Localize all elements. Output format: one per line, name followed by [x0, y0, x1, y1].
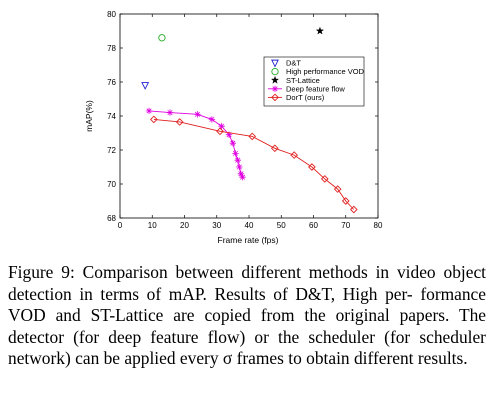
- data-point: [239, 174, 246, 181]
- data-point: [208, 116, 216, 123]
- legend-entry: ST-Lattice: [270, 75, 320, 85]
- x-tick-label: 60: [309, 221, 318, 230]
- data-point: [234, 157, 241, 164]
- series-dort-ours-: [150, 115, 358, 214]
- caption-line: formance VOD and ST-Lattice are copied f…: [8, 283, 486, 326]
- y-tick-label: 80: [107, 10, 116, 19]
- data-point: [145, 107, 153, 115]
- y-tick-label: 74: [107, 112, 116, 121]
- data-point: [237, 170, 245, 177]
- legend-entry: Deep feature flow: [268, 84, 345, 93]
- data-point: [320, 175, 329, 183]
- series-d-t: [141, 82, 150, 90]
- x-tick-label: 70: [341, 221, 350, 230]
- legend-marker: [270, 75, 280, 84]
- legend-marker: [271, 59, 279, 68]
- caption-line: Figure 9: Comparison between different m…: [8, 262, 436, 282]
- legend-entry: High performance VOD: [271, 67, 365, 76]
- legend-marker: [271, 67, 279, 76]
- data-point: [236, 163, 243, 171]
- legend-label: High performance VOD: [286, 67, 365, 76]
- data-point: [218, 123, 225, 130]
- mAP-vs-frame-rate-chart: 0 10 20 30 40 50 60 70 80 68 70 72 74 76 78 80 Frame ra…: [84, 10, 383, 245]
- x-tick-label: 30: [212, 221, 221, 230]
- figure-caption: Figure 9: Comparison between different m…: [8, 262, 486, 370]
- caption-line: object detection in terms of mAP. Result…: [8, 262, 486, 304]
- legend-label: DorT (ours): [286, 93, 325, 102]
- x-tick-label: 50: [277, 221, 286, 230]
- legend-marker: [271, 93, 279, 102]
- legend-label: Deep feature flow: [286, 84, 345, 93]
- x-axis-label: Frame rate (fps): [218, 235, 279, 245]
- x-tick-label: 10: [148, 221, 157, 230]
- data-point: [158, 34, 166, 42]
- legend-label: ST-Lattice: [286, 76, 320, 85]
- x-tick-label: 40: [245, 221, 254, 230]
- y-tick-label: 70: [107, 180, 116, 189]
- y-tick-label: 78: [107, 44, 116, 53]
- data-point: [315, 26, 325, 35]
- series-line: [153, 118, 355, 210]
- caption-line: papers. The detector (for deep feature f…: [8, 305, 486, 347]
- series-st-lattice: [315, 26, 325, 35]
- data-point: [194, 111, 201, 118]
- data-point: [150, 115, 158, 124]
- data-point: [248, 132, 257, 141]
- data-point: [225, 131, 233, 138]
- data-point: [229, 140, 237, 147]
- caption-line: obtain different results.: [306, 348, 468, 369]
- caption-line: (for scheduler network) can be applied e…: [8, 326, 486, 369]
- data-point: [175, 118, 184, 126]
- y-tick-label: 72: [107, 146, 116, 155]
- y-axis-label: mAP(%): [84, 100, 94, 132]
- legend-label: D&T: [286, 59, 301, 68]
- data-point: [270, 144, 279, 153]
- series-high-performance-vod: [158, 34, 166, 42]
- data-point: [166, 109, 174, 116]
- legend-marker: [271, 85, 279, 92]
- y-tick-label: 76: [107, 78, 116, 87]
- legend-entry: D&T: [271, 59, 301, 68]
- plot-area: 0 10 20 30 40 50 60 70 80 68 70 72 74 76 78 80: [107, 10, 383, 230]
- series-deep-feature-flow: [145, 107, 246, 181]
- data-point: [349, 205, 358, 214]
- series-line: [148, 110, 243, 178]
- x-tick-label: 80: [374, 221, 383, 230]
- data-point: [141, 82, 150, 90]
- legend-entry: DorT (ours): [268, 93, 325, 102]
- data-point: [341, 197, 350, 205]
- data-point: [232, 150, 239, 157]
- y-tick-label: 68: [107, 214, 116, 223]
- data-point: [333, 185, 342, 193]
- x-tick-label: 20: [180, 221, 189, 230]
- data-point: [290, 151, 298, 159]
- x-tick-label: 0: [118, 221, 123, 230]
- data-point: [308, 163, 316, 171]
- data-point: [216, 127, 224, 136]
